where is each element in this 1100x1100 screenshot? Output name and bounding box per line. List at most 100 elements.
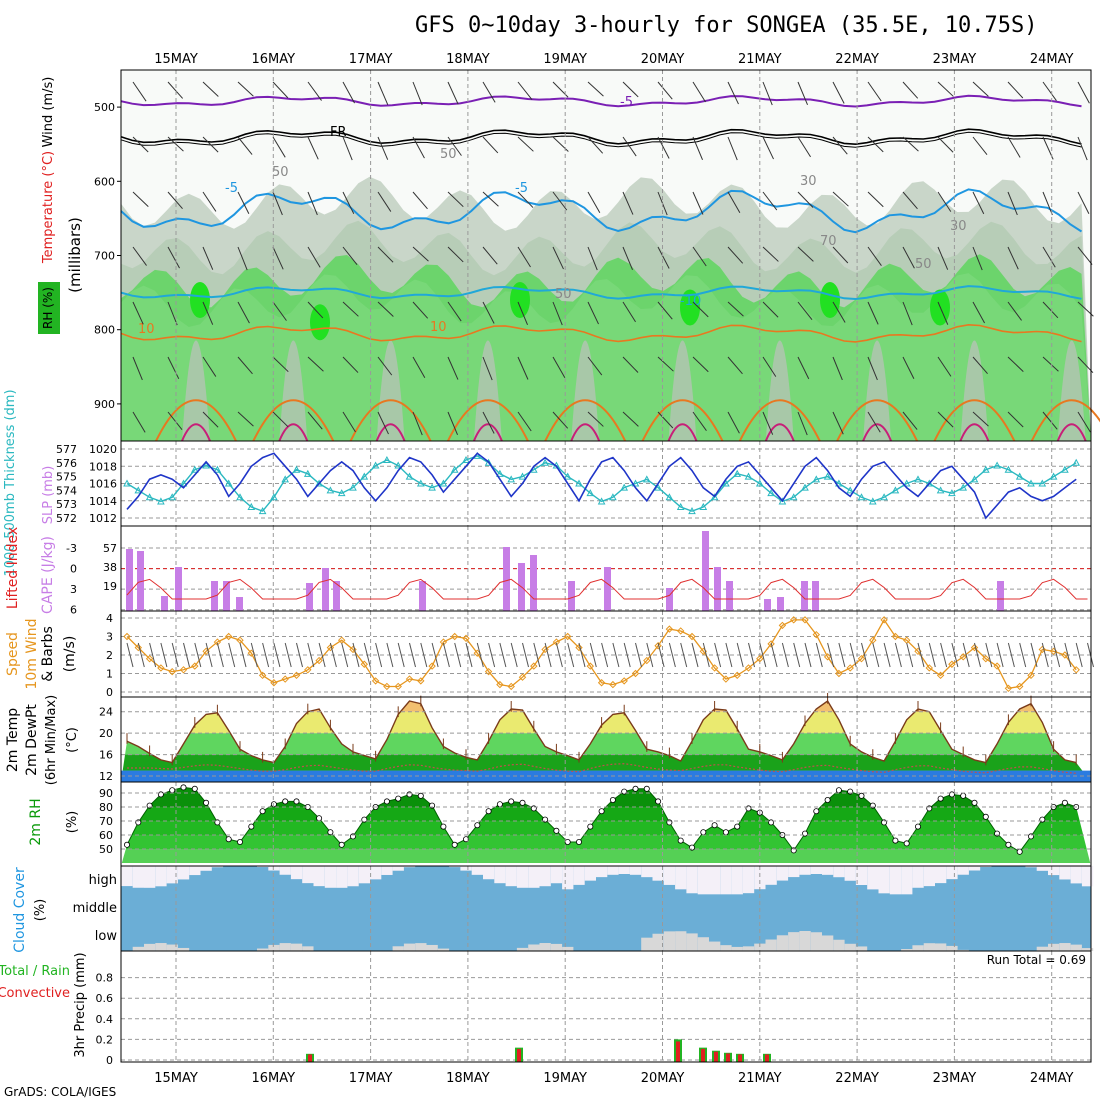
surface-wind-barb	[1053, 642, 1061, 668]
wind-barb	[447, 246, 464, 263]
cloud-high-bar	[652, 866, 664, 881]
cape-tick-label: 57	[103, 542, 117, 555]
surface-wind-barb	[205, 642, 213, 668]
wind-barb	[762, 136, 774, 160]
ylabel-rh-units: (%)	[65, 811, 80, 834]
wind-barb	[1007, 356, 1024, 372]
wind-barb	[937, 81, 954, 97]
wind-barb	[972, 356, 988, 374]
rh-point	[508, 798, 515, 805]
cloud-high-bar	[358, 866, 370, 884]
wind-barb	[342, 136, 353, 161]
surface-wind-barb	[555, 642, 563, 668]
wind-barb	[867, 81, 882, 102]
surface-wind-barb	[273, 642, 281, 668]
date-label-top: 20MAY	[641, 52, 685, 67]
surface-wind-barb	[307, 642, 315, 668]
wind-barb	[762, 246, 779, 262]
wind-barb	[342, 191, 355, 215]
rh-core	[680, 289, 700, 326]
wind-barb	[587, 411, 604, 427]
surface-wind-barb	[250, 642, 258, 668]
contour-label: 30	[800, 174, 817, 189]
rh-dry-column	[1057, 340, 1086, 441]
thickness-line	[126, 455, 1077, 512]
rh-point	[236, 839, 243, 846]
cape-bar	[306, 583, 313, 611]
wind-speed-point	[925, 664, 934, 672]
cloud-high-bar	[460, 866, 472, 871]
temp-contour-warm	[155, 399, 237, 442]
contour-label: -5	[620, 95, 633, 110]
wind-speed-point	[970, 643, 979, 652]
cape-bar	[714, 567, 721, 611]
thickness-point	[450, 465, 459, 473]
cloud-high-bar	[370, 866, 382, 880]
surface-wind-barb	[1030, 642, 1038, 668]
temp-contour-warm	[738, 399, 821, 442]
surface-wind-barb	[510, 642, 518, 668]
cloud-high-bar	[528, 866, 540, 888]
cloud-high-bar	[166, 866, 178, 884]
wind-barb	[202, 136, 219, 153]
wind-barb	[307, 301, 324, 319]
wind-speed-point	[643, 656, 651, 665]
ylabel-temp-units: (°C)	[65, 727, 80, 753]
cloud-high-bar	[1048, 866, 1060, 876]
thickness-point	[190, 465, 199, 473]
thickness-point	[620, 483, 629, 491]
wind-speed-point	[914, 647, 922, 656]
rh-point	[191, 785, 198, 792]
wind-speed-point	[326, 643, 335, 652]
precip-convective-bar	[676, 1041, 680, 1062]
wind-barb	[622, 136, 637, 157]
wind-barb	[237, 301, 250, 324]
cloud-high-bar	[539, 866, 551, 887]
wind-speed-point	[710, 664, 719, 672]
surface-wind-barb	[476, 642, 484, 668]
wind-speed-point	[631, 669, 640, 678]
wind-barb	[447, 81, 459, 105]
wind-speed-line	[126, 618, 1077, 690]
surface-wind-barb	[499, 642, 507, 668]
precip-tick-label: 0.6	[96, 992, 114, 1005]
thickness-point	[936, 486, 945, 494]
surface-wind-barb	[533, 642, 541, 668]
cloud-high-bar	[776, 866, 789, 881]
wind-barb	[482, 356, 493, 381]
contour-label: 50	[915, 257, 932, 272]
wind-speed-point	[1049, 647, 1058, 656]
wind-speed-point	[1038, 645, 1047, 654]
wind-barb	[587, 356, 603, 376]
surface-wind-barb	[748, 642, 755, 668]
rh-point	[124, 841, 131, 848]
cloud-high-bar	[516, 866, 529, 888]
thickness-point	[778, 497, 787, 505]
date-label-top: 17MAY	[349, 52, 393, 67]
surface-wind-barb	[171, 642, 179, 668]
wind-barb	[377, 356, 393, 376]
cape-bar	[126, 549, 133, 611]
thickness-point	[394, 461, 403, 469]
thickness-point	[292, 465, 301, 473]
wind-speed-point	[179, 666, 188, 674]
wind-barb	[272, 356, 289, 373]
temp-contour--5-upper	[120, 94, 1082, 108]
ylabel-wind-speed: Speed	[5, 632, 21, 676]
wind-barb	[867, 136, 884, 153]
surface-wind-barb	[228, 642, 236, 668]
cloud-high-bar	[1070, 866, 1082, 884]
surface-wind-barb	[420, 642, 428, 668]
wind-barb	[622, 411, 639, 427]
wind-speed-point	[462, 634, 470, 643]
date-label-top: 16MAY	[252, 52, 296, 67]
cloud-high-bar	[765, 866, 777, 885]
li-tick-label: 6	[70, 604, 77, 617]
wind-barb	[132, 191, 149, 207]
wind-speed-point	[846, 664, 854, 672]
cloud-high-bar	[155, 866, 167, 887]
cape-bar	[333, 581, 340, 611]
wind-barb	[902, 136, 919, 152]
rh-point	[598, 808, 605, 815]
surface-wind-barb	[216, 642, 224, 668]
